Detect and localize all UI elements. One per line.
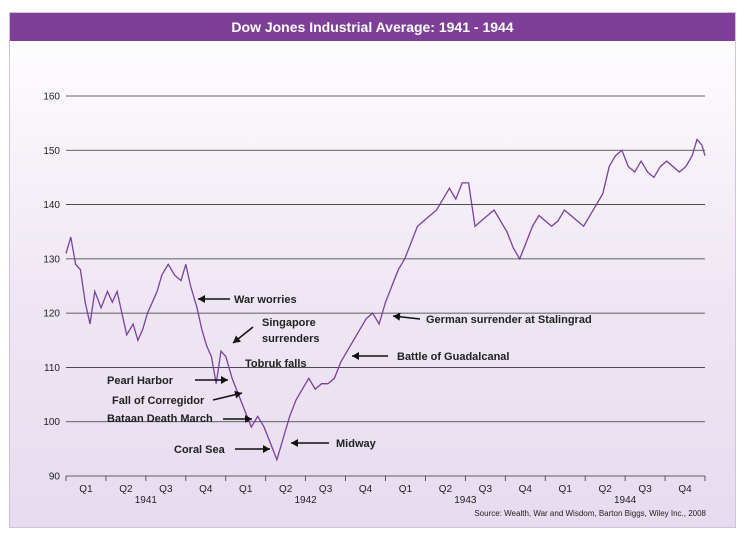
annotation-label: surrenders	[262, 333, 319, 345]
x-tick-label: Q4	[519, 484, 533, 495]
arrow-head	[245, 415, 252, 423]
arrow-head	[234, 390, 242, 399]
annotation-label: Bataan Death March	[107, 413, 213, 425]
x-tick-label: Q2	[598, 484, 612, 495]
arrow-head	[233, 335, 241, 343]
x-year-label: 1943	[454, 495, 477, 506]
y-tick-label: 90	[49, 472, 61, 483]
x-tick-label: Q2	[439, 484, 453, 495]
y-tick-label: 100	[43, 417, 60, 428]
x-tick-label: Q3	[479, 484, 493, 495]
y-tick-label: 120	[43, 309, 60, 320]
x-year-label: 1942	[295, 495, 318, 506]
y-tick-label: 130	[43, 254, 60, 265]
annotation-label: Coral Sea	[174, 444, 226, 456]
x-year-label: 1941	[135, 495, 158, 506]
source-note: Source: Wealth, War and Wisdom, Barton B…	[474, 509, 706, 518]
annotation-label: German surrender at Stalingrad	[426, 314, 592, 326]
x-tick-label: Q3	[159, 484, 173, 495]
x-tick-label: Q2	[119, 484, 133, 495]
title-bar: Dow Jones Industrial Average: 1941 - 194…	[10, 13, 735, 41]
annotation-label: War worries	[234, 294, 297, 306]
annotation-label: Fall of Corregidor	[112, 395, 205, 407]
arrow-head	[291, 439, 298, 447]
chart-panel: Dow Jones Industrial Average: 1941 - 194…	[9, 12, 736, 528]
x-tick-label: Q3	[319, 484, 333, 495]
arrow-head	[221, 376, 228, 384]
annotation-label: Singapore	[262, 317, 316, 329]
x-tick-label: Q4	[199, 484, 213, 495]
series-line	[65, 138, 706, 462]
y-tick-label: 150	[43, 146, 60, 157]
x-year-label: 1944	[614, 495, 637, 506]
annotation-label: Pearl Harbor	[107, 375, 174, 387]
annotation-label: Tobruk falls	[245, 358, 307, 370]
x-tick-label: Q1	[399, 484, 413, 495]
chart-title: Dow Jones Industrial Average: 1941 - 194…	[231, 19, 514, 35]
arrow-head	[393, 312, 401, 321]
x-tick-label: Q4	[678, 484, 692, 495]
y-tick-label: 140	[43, 200, 60, 211]
x-tick-label: Q1	[79, 484, 93, 495]
y-tick-label: 160	[43, 92, 60, 103]
y-tick-label: 110	[44, 363, 60, 374]
x-tick-label: Q4	[359, 484, 373, 495]
x-tick-label: Q2	[279, 484, 293, 495]
x-tick-label: Q1	[239, 484, 253, 495]
x-tick-label: Q1	[559, 484, 573, 495]
arrow-head	[352, 352, 359, 360]
arrow-head	[263, 445, 270, 453]
annotation-label: Midway	[336, 438, 377, 450]
arrow-head	[198, 295, 205, 303]
annotation-label: Battle of Guadalcanal	[397, 351, 509, 363]
x-tick-label: Q3	[638, 484, 652, 495]
